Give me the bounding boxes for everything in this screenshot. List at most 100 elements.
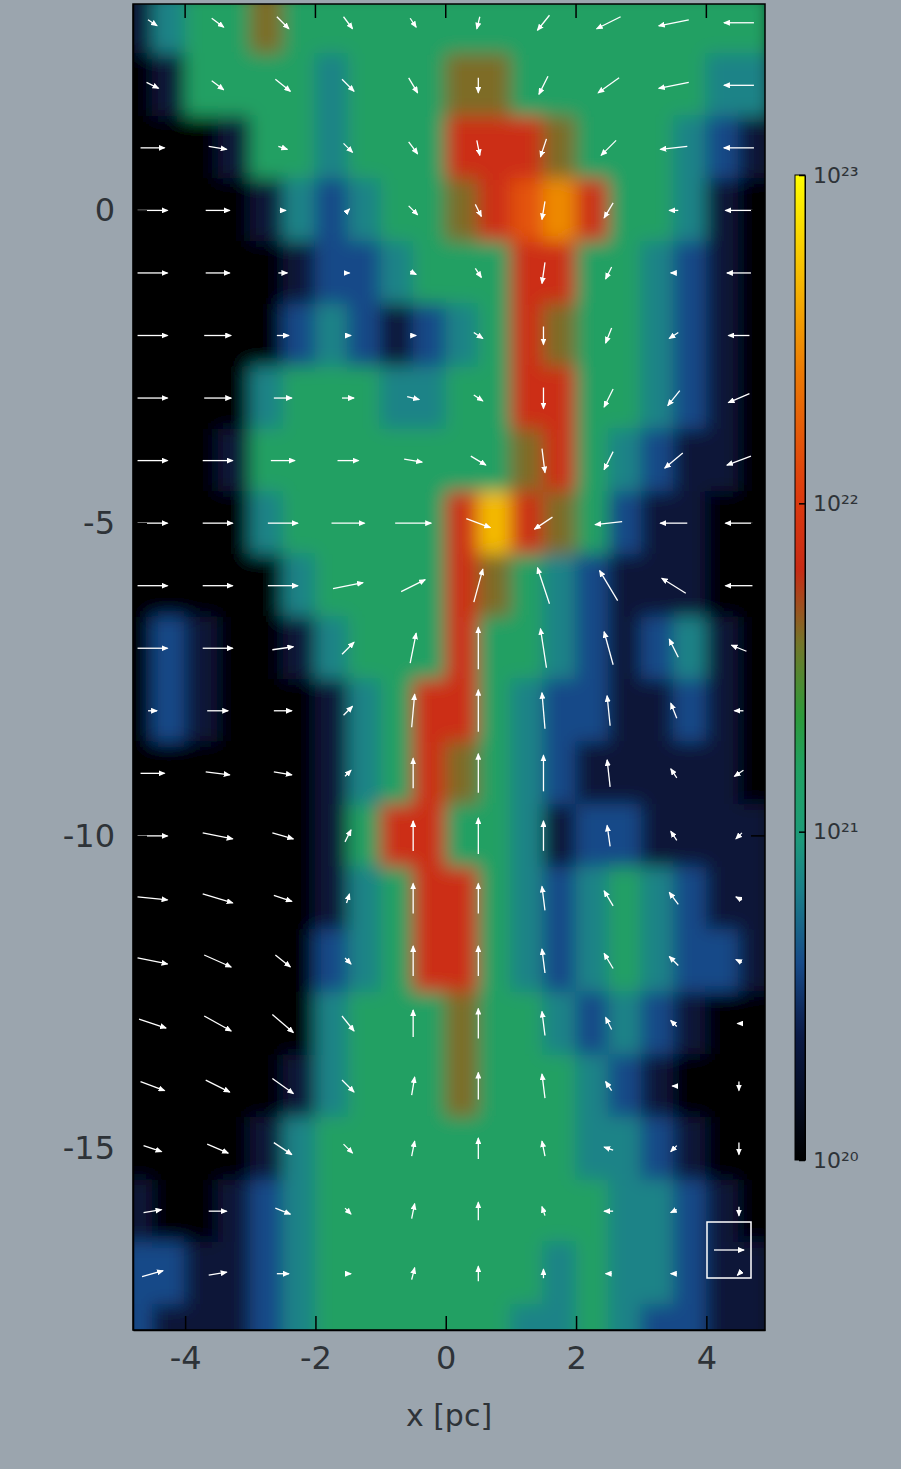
density-cell [510, 116, 544, 180]
density-cell [478, 554, 512, 618]
velocity-arrow [539, 76, 548, 94]
density-cell [543, 1304, 577, 1330]
density-cell [315, 679, 349, 743]
density-cell [348, 54, 382, 118]
velocity-arrow [204, 335, 231, 336]
y-tick-mark [133, 1148, 147, 1150]
density-cell [380, 4, 414, 55]
density-cell [608, 366, 642, 430]
density-cell [445, 429, 479, 493]
density-cell [673, 1179, 707, 1243]
density-cell [217, 1304, 251, 1330]
density-cell [152, 1054, 186, 1118]
y-tick-label: -15 [63, 1129, 115, 1167]
density-cell [413, 742, 447, 806]
velocity-arrow [737, 1272, 740, 1275]
density-cell [478, 742, 512, 806]
velocity-arrow [542, 201, 545, 219]
density-cell [380, 679, 414, 743]
density-cell [706, 1304, 740, 1330]
velocity-arrow [345, 1273, 351, 1274]
density-cell [282, 804, 316, 868]
density-cell [641, 1179, 675, 1243]
density-cell [217, 54, 251, 118]
velocity-arrow [332, 522, 365, 523]
density-cell [282, 1179, 316, 1243]
density-cell [250, 929, 284, 993]
density-cell [576, 616, 610, 680]
density-cell [445, 366, 479, 430]
density-cell [413, 1242, 447, 1306]
density-cell [282, 1304, 316, 1330]
density-cell [315, 867, 349, 931]
density-cell [641, 929, 675, 993]
density-cell [673, 366, 707, 430]
density-cell [185, 992, 219, 1056]
density-cell [641, 366, 675, 430]
figure: -4-20240-5-10-15x [pc]10²⁰10²¹10²²10²³ [0, 0, 901, 1469]
density-cell [641, 742, 675, 806]
velocity-arrow [534, 517, 552, 529]
velocity-arrow [542, 262, 545, 283]
velocity-arrow [738, 1207, 739, 1216]
density-cell [510, 54, 544, 118]
velocity-arrow [731, 645, 746, 651]
density-cell [738, 429, 765, 493]
density-cell [543, 429, 577, 493]
density-cell [510, 1179, 544, 1243]
velocity-arrow [410, 18, 416, 27]
velocity-arrow [409, 142, 418, 154]
density-cell [673, 616, 707, 680]
density-cell [608, 116, 642, 180]
velocity-arrow [138, 958, 168, 964]
density-cell [348, 4, 382, 55]
density-cell [576, 54, 610, 118]
velocity-arrow [272, 833, 293, 839]
density-cell [706, 1117, 740, 1181]
density-cell [608, 4, 642, 55]
density-cell [282, 241, 316, 305]
velocity-arrow [478, 1009, 479, 1039]
velocity-arrow [138, 272, 168, 273]
velocity-arrow [728, 394, 749, 403]
velocity-arrow [347, 894, 350, 903]
density-cell [315, 1304, 349, 1330]
density-cell [706, 929, 740, 993]
velocity-arrow [206, 1080, 230, 1092]
velocity-arrow [478, 883, 479, 913]
density-cell [738, 1304, 765, 1330]
density-cell [413, 54, 447, 118]
density-cell [478, 54, 512, 118]
velocity-arrow [604, 203, 613, 218]
velocity-arrow [607, 825, 610, 846]
velocity-arrow [206, 772, 230, 775]
density-cell [738, 1117, 765, 1181]
velocity-arrow [207, 1144, 228, 1153]
velocity-arrow [342, 1080, 354, 1092]
velocity-arrow [345, 335, 351, 336]
density-cell [413, 1054, 447, 1118]
density-cell [510, 679, 544, 743]
x-axis-title: x [pc] [406, 1398, 492, 1433]
velocity-arrow [598, 78, 619, 93]
density-cell [445, 179, 479, 243]
density-cell [576, 554, 610, 618]
density-cell [706, 867, 740, 931]
density-cell [673, 429, 707, 493]
x-tick: 2 [566, 1316, 586, 1377]
velocity-arrow [727, 272, 751, 273]
y-tick: -10 [63, 817, 147, 855]
density-cell [380, 804, 414, 868]
density-cell [543, 54, 577, 118]
density-cell [478, 929, 512, 993]
velocity-arrow [138, 335, 168, 336]
density-cell [608, 54, 642, 118]
density-cell [348, 742, 382, 806]
density-cell [445, 867, 479, 931]
velocity-arrow [274, 895, 292, 901]
density-cell [185, 929, 219, 993]
velocity-arrow [604, 1211, 613, 1212]
colorbar-tick-mark [799, 831, 805, 833]
density-cell [641, 241, 675, 305]
x-tick: 4 [697, 1316, 717, 1377]
